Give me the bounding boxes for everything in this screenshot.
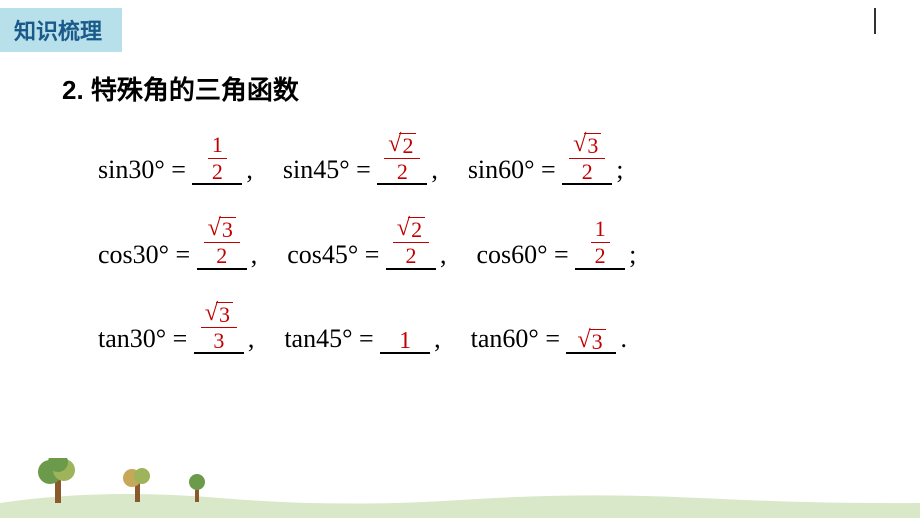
- answer-value: √22: [384, 132, 420, 184]
- answer-blank: 1: [380, 326, 430, 354]
- answer-blank: √32: [197, 213, 247, 269]
- punctuation: ,: [427, 155, 442, 185]
- punctuation: ,: [247, 240, 262, 270]
- punctuation: ,: [436, 240, 451, 270]
- answer-blank: √22: [386, 213, 436, 269]
- punctuation: ,: [244, 324, 259, 354]
- answer-value: √3: [577, 329, 605, 353]
- answer-blank: √3: [566, 326, 616, 354]
- header-tab: 知识梳理: [0, 8, 122, 52]
- footer-illustration: [0, 458, 920, 518]
- section-title: 2. 特殊角的三角函数: [62, 70, 890, 107]
- equation-term: sin45° = √22,: [283, 129, 442, 185]
- function-label: cos45° =: [287, 240, 386, 270]
- answer-blank: √22: [377, 129, 427, 185]
- answer-value: 12: [591, 217, 610, 268]
- function-label: sin60° =: [468, 155, 562, 185]
- equation-row: tan30° = √33,tan45° = 1,tan60° = √3.: [98, 298, 890, 354]
- equation-term: tan60° = √3.: [471, 324, 631, 354]
- punctuation: ,: [430, 324, 445, 354]
- function-label: sin45° =: [283, 155, 377, 185]
- answer-value: √22: [393, 216, 429, 268]
- equation-rows: sin30° = 12,sin45° = √22,sin60° = √32;co…: [50, 129, 890, 354]
- function-label: cos30° =: [98, 240, 197, 270]
- answer-value: 1: [399, 329, 411, 353]
- answer-blank: √32: [562, 129, 612, 185]
- content-area: 2. 特殊角的三角函数 sin30° = 12,sin45° = √22,sin…: [50, 70, 890, 382]
- section-number: 2.: [62, 75, 84, 105]
- equation-term: cos45° = √22,: [287, 213, 450, 269]
- function-label: tan60° =: [471, 324, 567, 354]
- answer-blank: √33: [194, 298, 244, 354]
- answer-value: √33: [201, 301, 237, 353]
- equation-row: sin30° = 12,sin45° = √22,sin60° = √32;: [98, 129, 890, 185]
- answer-blank: 12: [575, 214, 625, 269]
- text-cursor: [874, 8, 876, 34]
- section-title-text: 特殊角的三角函数: [91, 75, 299, 105]
- function-label: tan45° =: [284, 324, 380, 354]
- answer-value: 12: [208, 133, 227, 184]
- punctuation: ,: [242, 155, 257, 185]
- answer-value: √32: [569, 132, 605, 184]
- punctuation: ;: [612, 155, 627, 185]
- equation-term: sin60° = √32;: [468, 129, 628, 185]
- function-label: sin30° =: [98, 155, 192, 185]
- equation-term: cos30° = √32,: [98, 213, 261, 269]
- function-label: cos60° =: [476, 240, 575, 270]
- header-tab-label: 知识梳理: [14, 19, 102, 44]
- function-label: tan30° =: [98, 324, 194, 354]
- punctuation: ;: [625, 240, 640, 270]
- equation-term: sin30° = 12,: [98, 130, 257, 185]
- equation-term: cos60° = 12;: [476, 214, 640, 269]
- answer-blank: 12: [192, 130, 242, 185]
- answer-value: √32: [204, 216, 240, 268]
- equation-term: tan30° = √33,: [98, 298, 258, 354]
- equation-term: tan45° = 1,: [284, 324, 444, 354]
- equation-row: cos30° = √32,cos45° = √22,cos60° = 12;: [98, 213, 890, 269]
- punctuation: .: [616, 324, 631, 354]
